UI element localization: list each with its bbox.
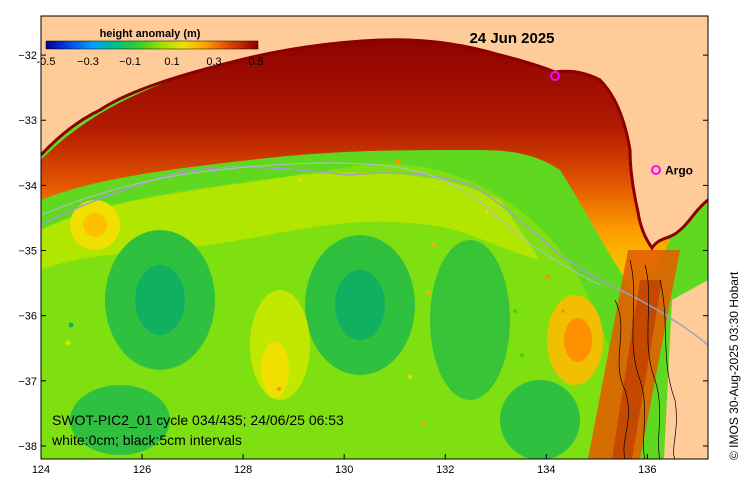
colorbar-tick: 0.5 [248,56,263,68]
altimetry-dots [65,159,565,426]
plot-frame [40,15,709,460]
y-tick-label: −37 [18,376,37,388]
x-tick-label: 124 [32,464,50,476]
colorbar-tick: 0.1 [164,56,179,68]
map-date-title: 24 Jun 2025 [469,30,554,47]
y-axis: −32 −33 −34 −35 −36 −37 −38 [18,50,708,453]
colorbar-tick: −0.1 [119,56,141,68]
x-tick-label: 134 [537,464,555,476]
argo-legend: Argo [651,164,693,178]
credit-text: © IMOS 30-Aug-2025 03:30 Hobart [727,271,741,460]
bathymetry-contour-2 [41,162,601,286]
colorbar-gradient [45,40,259,50]
map-area [41,16,708,459]
x-tick-label: 136 [638,464,656,476]
y-tick-label: −38 [18,441,37,453]
argo-legend-icon [651,165,661,175]
bathymetry-contour-1 [41,166,708,346]
y-tick-label: −33 [18,115,37,127]
colorbar: height anomaly (m) -0.5 −0.3 −0.1 0.1 0.… [37,28,264,68]
y-tick-label: −36 [18,311,37,323]
anomaly-low-east [430,240,510,400]
x-tick-label: 130 [335,464,353,476]
argo-float-marker [550,71,560,81]
colorbar-title: height anomaly (m) [100,28,201,40]
swot-contours [614,259,677,459]
y-tick-label: −32 [18,50,37,62]
caption-line1: SWOT-PIC2_01 cycle 034/435; 24/06/25 06:… [52,412,344,428]
colorbar-tick: -0.5 [37,56,56,68]
x-tick-label: 126 [133,464,151,476]
x-tick-label: 132 [436,464,454,476]
colorbar-tick: 0.3 [206,56,221,68]
y-tick-label: −35 [18,246,37,258]
coastline [41,38,708,251]
colorbar-tick: −0.3 [77,56,99,68]
x-tick-label: 128 [234,464,252,476]
y-tick-label: −34 [18,180,37,192]
caption-line2: white:0cm; black:5cm intervals [51,432,242,448]
x-axis: 124 126 128 130 132 134 136 [32,454,657,476]
argo-legend-label: Argo [665,164,693,178]
shelf-anomaly [41,33,670,300]
